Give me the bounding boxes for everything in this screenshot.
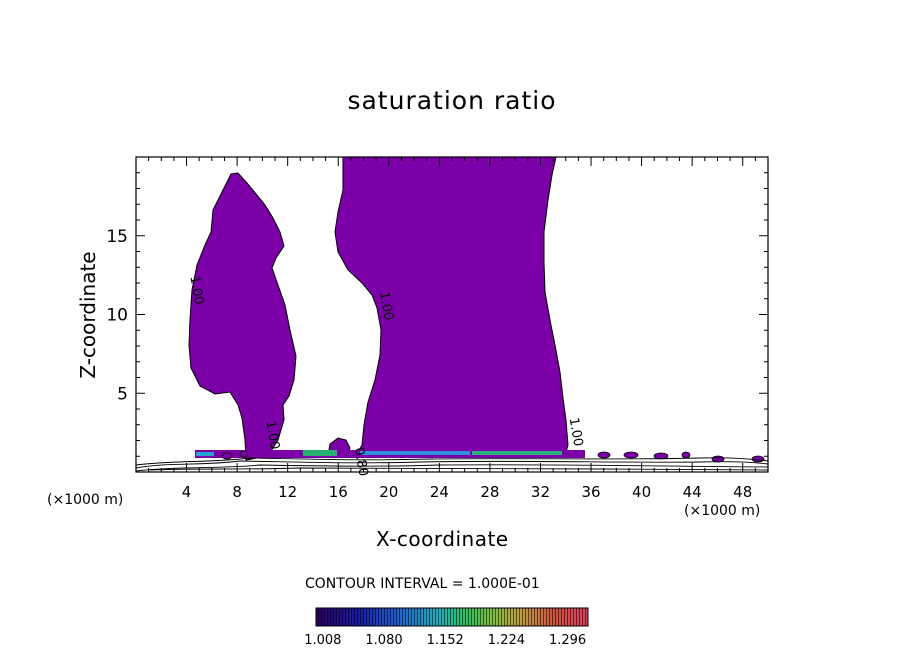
x-tick-label: 16: [329, 483, 348, 501]
colorbar-tick-label: 1.224: [487, 633, 525, 648]
x-tick-label: 4: [182, 483, 192, 501]
chart-title: saturation ratio: [347, 86, 557, 115]
y-axis-label: Z-coordinate: [76, 251, 100, 379]
x-tick-label: 36: [581, 483, 600, 501]
x-tick-label: 44: [683, 483, 702, 501]
main-plume-region: [334, 157, 569, 457]
colorbar-tick-label: 1.008: [304, 633, 342, 648]
left-plume-region: [188, 172, 297, 461]
patch: [623, 451, 639, 459]
patch: [239, 450, 249, 458]
band-spot: [360, 451, 470, 455]
contour-label: 1.00: [376, 290, 396, 321]
colorbar-tick-label: 1.296: [548, 633, 587, 648]
y-tick-label: 5: [117, 384, 128, 404]
x-unit-left: (×1000 m): [47, 492, 124, 508]
x-axis-label: X-coordinate: [376, 527, 509, 551]
contour-label: 1.00: [262, 420, 282, 451]
surface-contours: [136, 457, 768, 472]
y-tick-label: 15: [106, 227, 128, 247]
contour-label: 1.00: [566, 416, 586, 447]
colorbar-stripes: [316, 608, 588, 626]
contour-labels: 1.00 1.00 1.00 1.00 0.80: [186, 275, 585, 478]
colorbar-tick-label: 1.152: [426, 633, 464, 648]
patch: [221, 452, 233, 460]
band-spot: [303, 450, 337, 456]
x-tick-label: 28: [480, 483, 499, 501]
patch: [681, 451, 691, 459]
y-tick-label: 10: [106, 306, 128, 326]
contour-label: 1.00: [186, 275, 206, 306]
x-tick-label: 8: [232, 483, 242, 501]
patch: [597, 451, 611, 459]
x-tick-label: 24: [430, 483, 449, 501]
patch: [711, 455, 725, 463]
x-tick-label: 12: [278, 483, 297, 501]
colorbar-tick-label: 1.080: [365, 633, 403, 648]
contour-interval: CONTOUR INTERVAL = 1.000E-01: [305, 576, 540, 592]
tick-marks: [136, 157, 768, 472]
band-spot: [472, 451, 562, 455]
band-spot: [196, 452, 214, 456]
x-tick-label: 32: [531, 483, 550, 501]
x-tick-label: 20: [379, 483, 398, 501]
x-unit-right: (×1000 m): [684, 503, 761, 519]
x-tick-label: 40: [632, 483, 651, 501]
x-tick-label: 48: [733, 483, 752, 501]
contour-label: 0.80: [351, 446, 371, 477]
patch: [653, 452, 669, 460]
